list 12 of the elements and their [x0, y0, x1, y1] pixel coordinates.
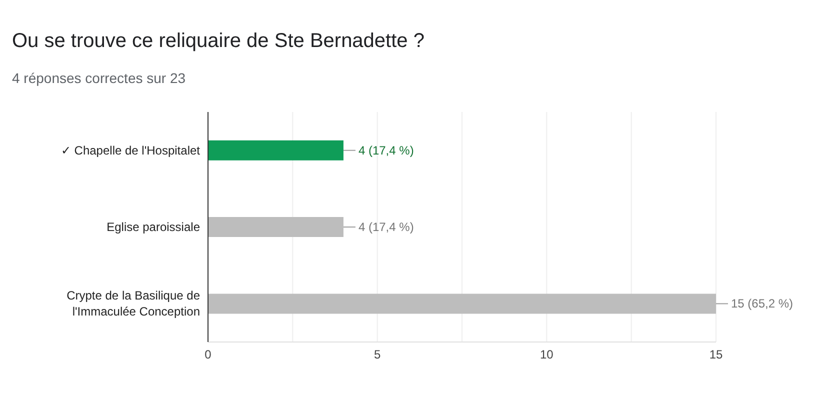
- data-label: 4 (17,4 %): [358, 143, 414, 158]
- y-tick-label: Eglise paroissiale: [106, 220, 200, 234]
- x-tick-label: 0: [204, 348, 212, 362]
- data-label: 15 (65,2 %): [731, 296, 794, 311]
- data-label: 4 (17,4 %): [358, 220, 414, 234]
- y-tick-label: Crypte de la Basilique de l'Immaculée Conception: [66, 288, 200, 319]
- x-tick-label: 10: [540, 348, 554, 362]
- chart-title: Ou se trouve ce reliquaire de Ste Bernadette ?: [11, 29, 426, 54]
- x-tick-label: 5: [374, 348, 381, 362]
- chart-subtitle: 4 réponses correctes sur 23: [11, 69, 187, 88]
- y-tick-label: ✓ Chapelle de l'Hospitalet: [60, 143, 201, 158]
- x-tick-label: 15: [709, 348, 723, 362]
